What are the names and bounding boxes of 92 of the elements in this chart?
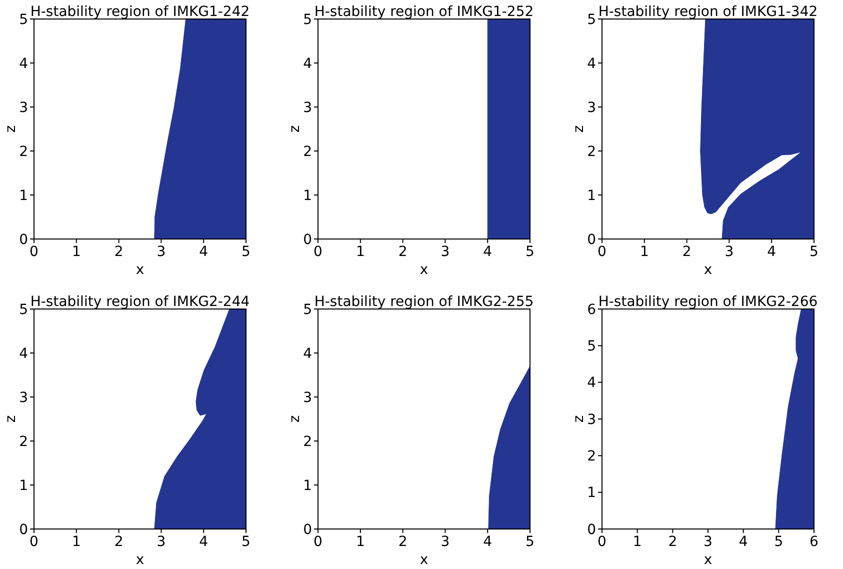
y-axis-title: z [3, 415, 19, 423]
chart-title: H-stability region of IMKG1-252 [314, 4, 534, 20]
x-tick-label: 5 [810, 244, 818, 260]
y-axis-title: z [287, 125, 303, 133]
x-axis-title: x [136, 262, 144, 278]
x-axis-title: x [704, 552, 712, 568]
y-axis-title: z [571, 125, 587, 133]
y-tick-label: 0 [19, 232, 28, 248]
y-tick-label: 5 [303, 12, 312, 28]
y-tick-label: 1 [303, 188, 312, 204]
x-tick-label: 5 [526, 244, 534, 260]
x-tick-label: 3 [156, 534, 166, 550]
x-tick-label: 0 [598, 534, 606, 550]
y-tick-label: 1 [587, 485, 596, 502]
y-tick-label: 0 [19, 522, 28, 538]
y-tick-label: 4 [587, 375, 596, 392]
x-tick-label: 3 [156, 244, 166, 260]
x-tick-label: 5 [242, 534, 250, 550]
x-tick-label: 0 [30, 244, 38, 260]
y-tick-label: 0 [587, 232, 596, 248]
y-tick-label: 5 [587, 338, 596, 355]
y-axis-title: z [571, 415, 587, 423]
y-tick-label: 5 [587, 12, 596, 28]
x-tick-label: 4 [483, 534, 492, 550]
x-tick-label: 4 [483, 244, 492, 260]
x-tick-label: 2 [114, 244, 124, 260]
y-tick-label: 3 [587, 100, 596, 116]
x-tick-label: 3 [724, 244, 734, 260]
y-tick-label: 0 [587, 522, 596, 538]
x-tick-label: 2 [114, 534, 124, 550]
x-tick-label: 5 [242, 244, 250, 260]
y-tick-label: 4 [303, 346, 312, 362]
y-tick-label: 2 [19, 434, 28, 450]
y-tick-label: 3 [303, 390, 312, 406]
chart-title: H-stability region of IMKG2-266 [598, 294, 818, 310]
chart-title: H-stability region of IMKG2-244 [30, 294, 250, 310]
chart-title: H-stability region of IMKG2-255 [314, 294, 534, 310]
x-axis-title: x [136, 552, 144, 568]
x-tick-label: 3 [440, 244, 450, 260]
y-tick-label: 3 [587, 412, 596, 428]
y-tick-label: 1 [19, 478, 28, 494]
x-tick-label: 4 [738, 534, 748, 550]
x-axis-title: x [420, 552, 428, 568]
y-tick-label: 4 [19, 56, 28, 72]
x-tick-label: 0 [314, 534, 322, 550]
x-tick-label: 2 [398, 534, 408, 550]
y-tick-label: 2 [587, 144, 596, 160]
x-tick-label: 1 [356, 244, 365, 260]
x-tick-label: 3 [704, 534, 712, 550]
x-tick-label: 4 [767, 244, 776, 260]
x-tick-label: 4 [199, 244, 208, 260]
x-tick-label: 0 [314, 244, 322, 260]
x-axis-title: x [420, 262, 428, 278]
x-tick-label: 5 [526, 534, 534, 550]
x-tick-label: 0 [30, 534, 38, 550]
x-tick-label: 2 [668, 534, 678, 550]
chart-title: H-stability region of IMKG1-342 [598, 4, 818, 20]
y-tick-label: 4 [587, 56, 596, 72]
x-tick-label: 2 [398, 244, 408, 260]
y-tick-label: 1 [303, 478, 312, 494]
y-tick-label: 2 [303, 144, 312, 160]
y-tick-label: 2 [19, 144, 28, 160]
y-tick-label: 5 [303, 302, 312, 318]
y-tick-label: 0 [303, 232, 312, 248]
y-tick-label: 3 [19, 100, 28, 116]
y-tick-label: 4 [19, 346, 28, 362]
y-tick-label: 1 [19, 188, 28, 204]
x-tick-label: 4 [199, 534, 208, 550]
y-axis-title: z [3, 125, 19, 133]
y-tick-label: 2 [587, 448, 596, 465]
x-tick-label: 3 [440, 534, 450, 550]
x-tick-label: 1 [72, 534, 81, 550]
x-tick-label: 6 [810, 534, 819, 550]
x-tick-label: 1 [632, 534, 642, 550]
y-tick-label: 5 [19, 302, 28, 318]
y-tick-label: 1 [587, 188, 596, 204]
y-axis-title: z [287, 415, 303, 423]
y-tick-label: 3 [303, 100, 312, 116]
x-tick-label: 1 [72, 244, 81, 260]
y-tick-label: 2 [303, 434, 312, 450]
y-tick-label: 0 [303, 522, 312, 538]
y-tick-label: 3 [19, 390, 28, 406]
y-tick-label: 5 [19, 12, 28, 28]
x-tick-label: 1 [356, 534, 365, 550]
x-tick-label: 2 [682, 244, 692, 260]
x-tick-label: 1 [640, 244, 649, 260]
chart-title: H-stability region of IMKG1-242 [30, 4, 250, 20]
y-tick-label: 6 [587, 302, 596, 318]
y-tick-label: 4 [303, 56, 312, 72]
x-tick-label: 5 [774, 534, 784, 550]
x-axis-title: x [704, 262, 712, 278]
x-tick-label: 0 [598, 244, 606, 260]
